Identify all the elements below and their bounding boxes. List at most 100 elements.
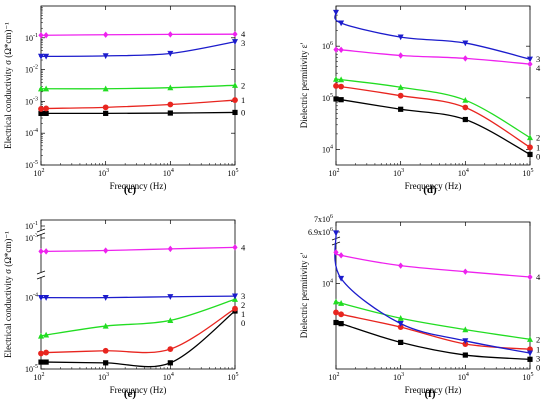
y-tick-label: 104 — [322, 279, 333, 289]
data-point — [38, 53, 44, 60]
series-label: 0 — [536, 151, 540, 161]
data-point — [103, 247, 109, 254]
data-point — [333, 9, 339, 16]
series-label: 1 — [536, 344, 540, 354]
data-point — [462, 116, 468, 123]
data-point — [462, 55, 468, 62]
series-2: 2 — [38, 296, 245, 339]
data-point — [232, 97, 238, 103]
chart-panel-f: 102 103 104 105 104 6.9x106 7x106 0 12 3 4 Frequenc… — [299, 214, 541, 400]
y-tick-label: 10-4 — [25, 293, 38, 303]
y-tick-label: 7x106 — [314, 214, 333, 224]
series-label: 1 — [536, 142, 540, 152]
x-tick-label: 103 — [98, 168, 109, 178]
data-point — [38, 350, 44, 357]
data-point — [102, 104, 109, 111]
data-point — [167, 31, 173, 38]
y-axis-label: Electrical conductivity σ (Ω*cm)⁻¹ — [3, 22, 13, 149]
data-point — [38, 85, 44, 92]
series-1: 1 — [333, 309, 540, 354]
series-2: 2 — [38, 80, 245, 92]
y-tick-label: 10-2 — [25, 65, 38, 75]
data-point — [338, 97, 344, 103]
data-point — [167, 317, 174, 323]
y-tick-label: 10-5 — [25, 364, 38, 374]
data-point — [167, 101, 174, 108]
series-line — [39, 41, 236, 58]
series-line — [39, 295, 236, 299]
data-point — [397, 34, 404, 41]
data-point — [38, 248, 44, 255]
data-point — [38, 359, 44, 365]
series-label: 1 — [241, 95, 245, 105]
data-point — [232, 244, 238, 251]
plot-frame — [40, 219, 236, 370]
data-point — [527, 151, 533, 158]
data-point — [462, 352, 468, 358]
y-tick-label: 105 — [322, 93, 333, 103]
data-point — [102, 347, 109, 354]
series-label: 2 — [241, 80, 245, 90]
y-tick-label: 104 — [322, 144, 333, 154]
data-point — [527, 56, 533, 63]
series-label: 4 — [536, 63, 541, 73]
x-tick-label: 103 — [98, 372, 109, 382]
series-3: 3 — [38, 291, 245, 301]
data-point — [38, 295, 44, 301]
series-label: 4 — [241, 29, 246, 39]
series-label: 3 — [536, 54, 540, 64]
data-point — [43, 248, 49, 255]
axis-break-mark — [36, 270, 46, 275]
series-label: 3 — [241, 38, 245, 48]
data-point — [397, 92, 404, 99]
x-tick-label: 102 — [34, 168, 45, 178]
data-point — [38, 32, 44, 39]
data-point — [102, 295, 109, 301]
data-point — [103, 31, 109, 38]
data-point — [43, 32, 49, 39]
series-line — [334, 78, 531, 139]
x-axis-label: Frequency (Hz) — [110, 385, 167, 395]
y-axis-label: Dielectric permitivity ε' — [299, 252, 309, 338]
data-point — [333, 230, 339, 237]
series-label: 0 — [536, 362, 540, 372]
y-tick-label: 10-1 — [25, 221, 38, 231]
x-tick-label: 103 — [393, 372, 404, 382]
series-0: 0 — [333, 96, 540, 161]
x-tick-label: 104 — [163, 372, 174, 382]
data-point — [462, 341, 469, 347]
data-point — [232, 82, 238, 88]
series-line — [39, 99, 236, 110]
series-2: 2 — [333, 298, 540, 344]
data-point — [43, 295, 50, 301]
x-tick-label: 104 — [458, 372, 469, 382]
x-tick-label: 105 — [523, 372, 534, 382]
data-point — [167, 50, 174, 57]
x-axis-label: Frequency (Hz) — [110, 181, 167, 191]
data-point — [167, 294, 174, 300]
data-point — [338, 76, 345, 83]
plot-frame — [335, 221, 531, 370]
series-3: 3 — [333, 230, 540, 363]
series-line — [334, 321, 531, 360]
series-label: 0 — [241, 318, 245, 328]
data-point — [527, 144, 533, 151]
data-point — [167, 110, 173, 116]
series-line — [39, 33, 236, 36]
series-3: 3 — [333, 9, 540, 64]
data-point — [43, 359, 49, 365]
series-2: 2 — [333, 75, 540, 143]
data-point — [462, 40, 469, 47]
x-tick-label: 105 — [523, 168, 534, 178]
data-point — [462, 326, 469, 333]
series-0: 0 — [38, 308, 245, 368]
axis-break-gap — [37, 272, 45, 278]
data-point — [333, 46, 339, 53]
data-point — [398, 339, 404, 346]
series-line — [334, 85, 531, 148]
data-point — [333, 309, 339, 316]
data-point — [38, 106, 44, 112]
y-tick-label: 10-1 — [25, 33, 38, 43]
x-tick-label: 105 — [228, 168, 239, 178]
data-point — [232, 293, 238, 300]
